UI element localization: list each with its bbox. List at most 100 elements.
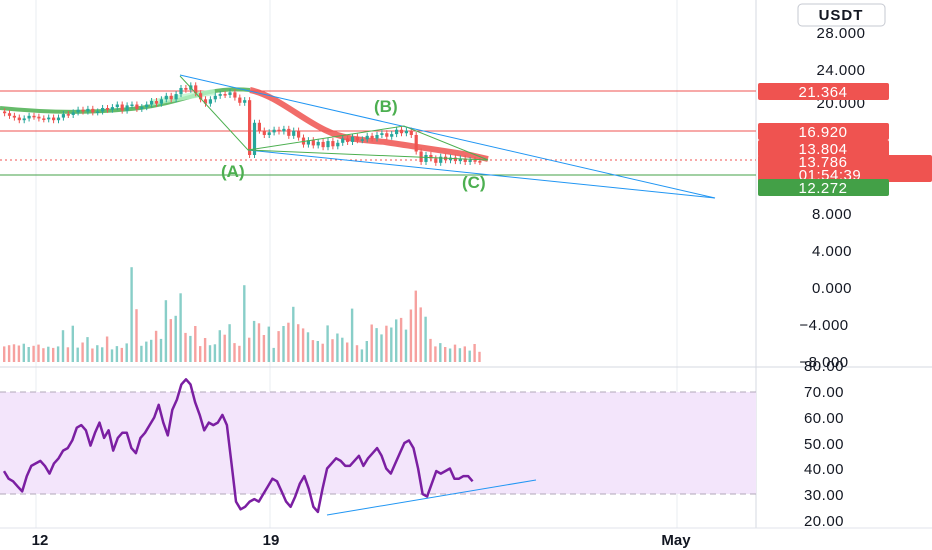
volume-bar xyxy=(203,338,207,362)
volume-bar xyxy=(341,337,344,362)
volume-bar xyxy=(429,338,432,362)
candle-body xyxy=(194,85,198,94)
elliott-wave-path[interactable] xyxy=(179,75,489,161)
volume-bar xyxy=(22,343,25,362)
volume-bar xyxy=(287,322,290,362)
candle-body xyxy=(12,115,16,118)
svg-text:21.364: 21.364 xyxy=(799,84,848,101)
candle-body xyxy=(395,129,399,135)
price-tick-4000: 4.000 xyxy=(812,243,852,260)
candle-body xyxy=(150,101,154,105)
candle-body xyxy=(32,115,36,118)
rsi-band xyxy=(0,392,756,494)
candle-body xyxy=(429,154,433,159)
candle-body xyxy=(375,134,379,139)
volume-bar xyxy=(365,341,368,362)
volume-bar xyxy=(154,330,158,362)
candle-body xyxy=(287,128,291,136)
candle-body xyxy=(218,94,222,96)
volume-bar xyxy=(311,340,315,362)
price-tick-neg8000: −8.000 xyxy=(799,354,848,371)
volume-bar xyxy=(194,326,197,362)
volume-bar xyxy=(355,345,359,362)
candle-body xyxy=(120,104,124,111)
wave-label-b: (B) xyxy=(374,97,398,116)
candle-body xyxy=(130,104,134,107)
volume-bar xyxy=(81,342,84,362)
candle-body xyxy=(370,135,374,139)
currency-button[interactable] xyxy=(797,3,886,27)
volume-bar xyxy=(414,290,417,362)
candlesticks xyxy=(3,82,482,166)
candle-body xyxy=(81,109,85,112)
volume-bar xyxy=(248,337,251,362)
candle-body xyxy=(154,101,159,104)
candle-body xyxy=(414,134,418,152)
volume-bar xyxy=(272,347,275,362)
volume-bar xyxy=(164,300,168,362)
wedge-upper-line[interactable] xyxy=(179,74,716,199)
candle-body xyxy=(350,136,355,142)
volume-bar xyxy=(473,344,476,362)
volume-bar xyxy=(306,332,310,362)
volume-bar xyxy=(375,328,378,362)
volume-bar xyxy=(61,330,65,362)
candle-body xyxy=(321,141,325,148)
elliott-wave-trend xyxy=(247,149,489,161)
candle-body xyxy=(56,117,61,121)
wedge-lower-line[interactable] xyxy=(247,149,716,199)
candle-body xyxy=(453,157,457,162)
volume-bar xyxy=(228,324,231,362)
candle-body xyxy=(238,97,242,103)
volume-bar xyxy=(47,346,50,362)
rsi-tick-30: 30.00 xyxy=(804,487,844,504)
candle-body xyxy=(267,132,271,135)
candle-body xyxy=(47,117,51,120)
candle-body xyxy=(390,134,394,137)
volume-bar xyxy=(439,343,442,362)
volume-bar xyxy=(223,334,226,362)
rsi-trendline[interactable] xyxy=(326,479,537,516)
candle-body xyxy=(277,129,281,132)
candle-body xyxy=(17,117,21,121)
candle-body xyxy=(7,113,12,116)
volume-bar xyxy=(336,333,339,362)
candle-body xyxy=(365,135,369,140)
volume-bar xyxy=(12,344,16,362)
volume-bar xyxy=(292,306,295,362)
rsi-tick-70: 70.00 xyxy=(804,384,844,401)
candle-body xyxy=(105,108,110,110)
candle-body xyxy=(228,92,232,95)
volume-bar xyxy=(27,347,30,362)
price-tick-24000: 24.000 xyxy=(817,62,866,79)
candle-body xyxy=(37,116,41,119)
volume-bar xyxy=(478,351,481,362)
candle-body xyxy=(208,99,212,104)
candle-body xyxy=(355,136,359,141)
volume-bar xyxy=(282,326,285,362)
candle-body xyxy=(52,117,56,121)
volume-bar xyxy=(458,348,462,362)
svg-text:13.804: 13.804 xyxy=(799,141,848,158)
candle-body xyxy=(478,161,482,163)
wave-label-c: (C) xyxy=(462,173,486,192)
ma-ribbon-red xyxy=(249,87,489,162)
candle-body xyxy=(184,87,188,90)
candle-body xyxy=(306,140,310,145)
volume-bar xyxy=(105,336,109,362)
volume-bar xyxy=(169,319,172,362)
candle-body xyxy=(463,158,467,162)
candle-body xyxy=(341,138,345,143)
volume-bar xyxy=(238,345,241,362)
volume-bar xyxy=(174,315,177,362)
candle-body xyxy=(223,94,227,96)
volume-bar xyxy=(297,324,300,362)
candle-body xyxy=(101,108,105,112)
volume-bar xyxy=(140,345,143,362)
volume-bar xyxy=(135,309,138,362)
volume-bar xyxy=(350,308,354,362)
candle-body xyxy=(252,122,257,155)
volume-bar xyxy=(3,346,6,362)
price-tag-21364: 21.364 xyxy=(758,83,889,101)
